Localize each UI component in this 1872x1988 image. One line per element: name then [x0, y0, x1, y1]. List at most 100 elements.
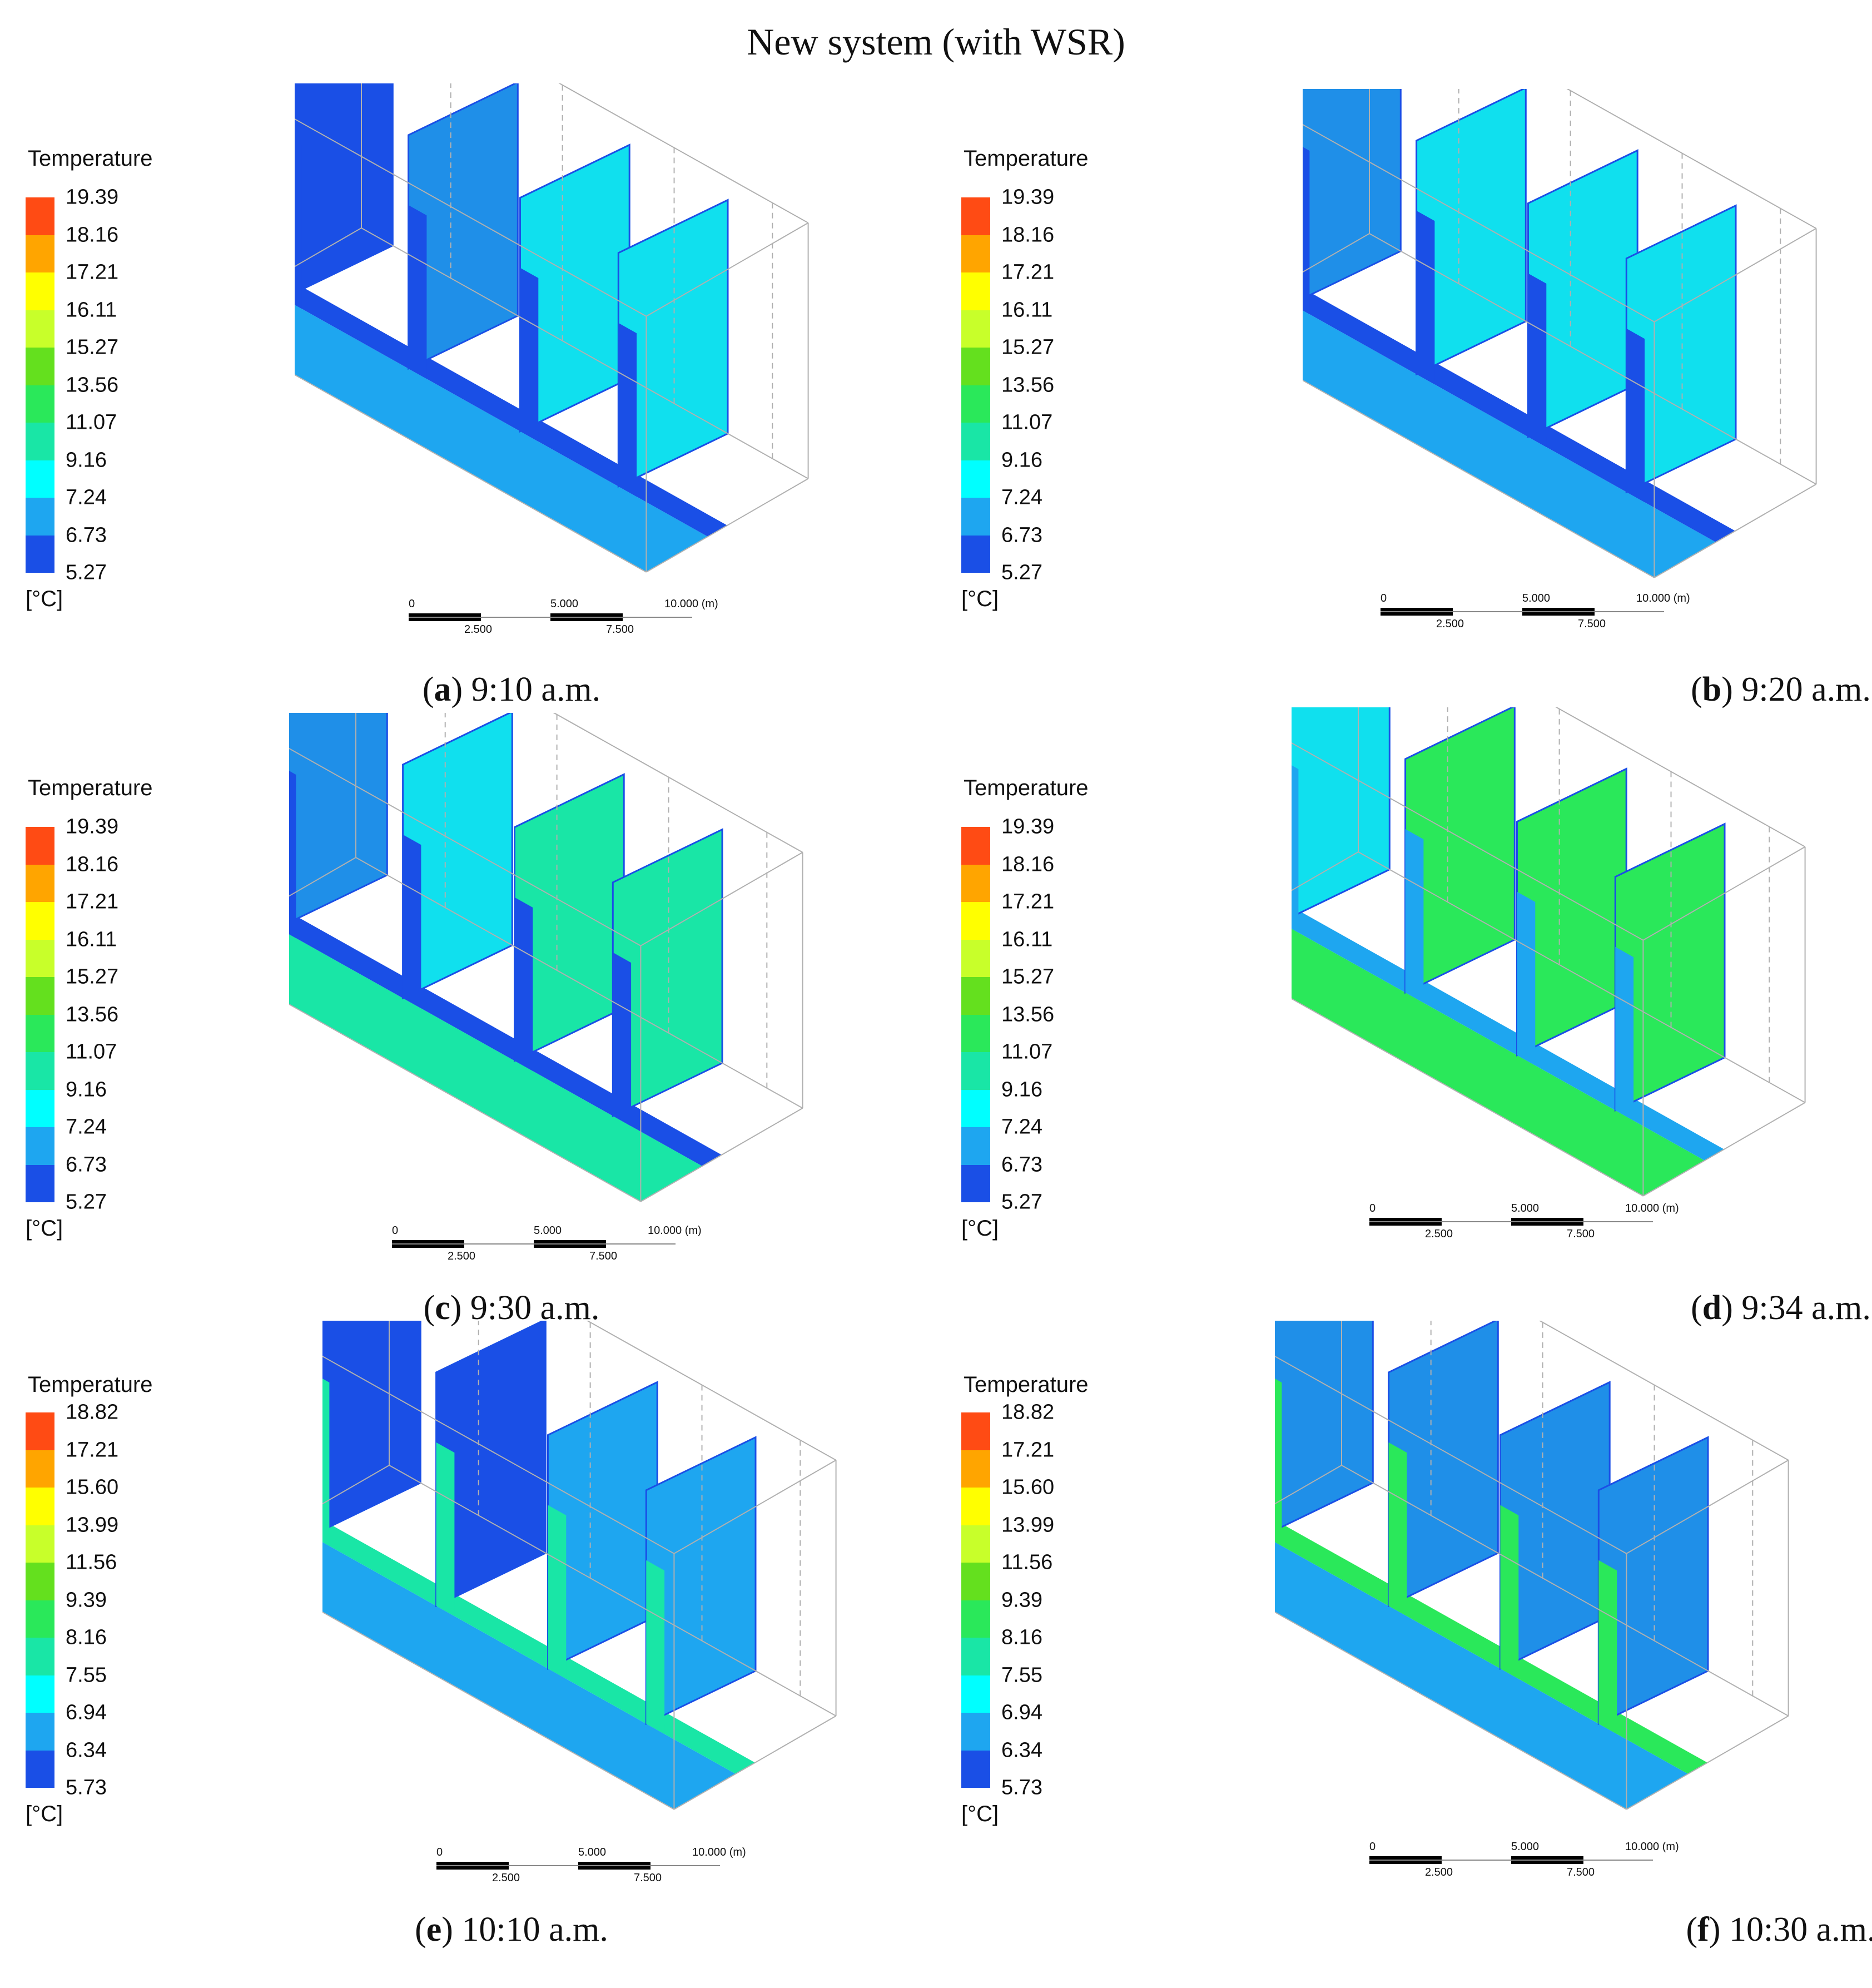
colorbar-tick-label: 6.34: [66, 1738, 107, 1762]
scale-label: 10.000 (m): [1636, 592, 1690, 604]
colorbar-tick-label: 17.21: [1001, 890, 1055, 914]
colorbar-swatch: [26, 1563, 54, 1600]
scale-label: 7.500: [634, 1872, 662, 1884]
front-post-slice: [1626, 328, 1645, 503]
wireframe-edge: [1341, 1465, 1789, 1717]
scale-label: 7.500: [1567, 1866, 1595, 1878]
scale-label: 7.500: [1578, 618, 1606, 630]
legend-title: Temperature: [964, 1372, 1089, 1397]
colorbar-tick-label: 7.24: [66, 485, 107, 509]
caption-letter: c: [435, 1289, 450, 1327]
wireframe-edge: [355, 857, 803, 1109]
colorbar-tick-label: 9.39: [66, 1588, 107, 1612]
colorbar-swatch: [26, 348, 54, 385]
caption-time: 9:34 a.m.: [1732, 1289, 1871, 1327]
colorbar-swatch: [961, 1450, 990, 1488]
colorbar-swatch: [26, 535, 54, 573]
scale-line: [409, 617, 692, 618]
colorbar-swatch: [26, 197, 54, 235]
colorbar-tick-label: 11.56: [1001, 1550, 1053, 1574]
caption-letter: d: [1702, 1289, 1722, 1327]
caption-time: 9:10 a.m.: [463, 671, 601, 708]
colorbar: [26, 827, 54, 1202]
front-post-slice: [1517, 891, 1536, 1065]
floor-slice: [1207, 291, 1716, 578]
colorbar: [961, 197, 990, 573]
front-post-slice: [1598, 1560, 1617, 1734]
colorbar: [961, 1412, 990, 1788]
scale-label: 7.500: [606, 623, 634, 636]
colorbar-swatch: [26, 1052, 54, 1090]
colorbar-swatch: [26, 1089, 54, 1127]
scale-label: 0: [392, 1224, 399, 1237]
front-post-slice: [1263, 1372, 1282, 1546]
colorbar-swatch: [26, 1014, 54, 1052]
colorbar-swatch: [961, 348, 990, 385]
front-post-slice: [436, 1442, 455, 1617]
colorbar-tick-label: 11.07: [1001, 410, 1053, 434]
colorbar-swatch: [961, 460, 990, 498]
building-model: [1179, 1209, 1789, 1810]
colorbar-tick-label: 15.27: [66, 335, 119, 359]
colorbar-tick-label: 18.16: [1001, 852, 1055, 876]
colorbar-swatch: [26, 864, 54, 902]
contour-render: [1179, 1209, 1831, 1813]
colorbar-swatch: [26, 977, 54, 1015]
scale-line: [392, 1243, 676, 1245]
colorbar: [961, 827, 990, 1202]
building-model: [1195, 596, 1806, 1197]
floor-slice: [193, 915, 703, 1202]
wireframe-edge: [1653, 483, 1817, 578]
colorbar-swatch: [961, 1713, 990, 1751]
colorbar-swatch: [961, 1675, 990, 1713]
colorbar-tick-label: 18.16: [66, 852, 119, 876]
colorbar-swatch: [961, 1052, 990, 1090]
colorbar-swatch: [961, 1488, 990, 1525]
scale-line: [1369, 1221, 1653, 1222]
scale-label: 5.000: [1522, 592, 1551, 604]
wireframe-edge: [673, 1715, 837, 1810]
colorbar-swatch: [26, 902, 54, 940]
colorbar-tick-label: 18.82: [66, 1400, 119, 1424]
colorbar-swatch: [26, 1750, 54, 1788]
wireframe-edge: [389, 1465, 837, 1717]
colorbar-swatch: [961, 423, 990, 460]
contour-svg: [198, 0, 809, 573]
colorbar: [26, 197, 54, 573]
colorbar-tick-label: 8.16: [1001, 1625, 1042, 1649]
panel-e: Temperature 18.82 17.21 15.60 13.99 11.56 9.39…: [0, 1209, 936, 1988]
front-post-slice: [1280, 758, 1299, 933]
panel-caption: (f) 10:30 a.m.: [1503, 1907, 1872, 1952]
scale-label: 10.000 (m): [1625, 1202, 1679, 1214]
scale-label: 10.000 (m): [692, 1846, 746, 1858]
colorbar-swatch: [961, 310, 990, 348]
partition-slice: [1279, 634, 1391, 924]
caption-letter: a: [434, 671, 451, 708]
front-post-slice: [514, 897, 533, 1071]
wireframe-edge: [645, 222, 809, 317]
legend-title: Temperature: [28, 146, 153, 171]
front-post-slice: [283, 135, 302, 309]
scale-label: 5.000: [1511, 1202, 1540, 1214]
scale-label: 2.500: [1425, 1866, 1453, 1878]
floor-slice: [227, 1523, 736, 1809]
colorbar-tick-label: 13.56: [1001, 1003, 1055, 1026]
panel-d: Temperature 19.39 18.16 17.21 16.11 15.27 13.5…: [936, 596, 1871, 1391]
legend-title: Temperature: [964, 776, 1089, 800]
colorbar-tick-label: 15.60: [1001, 1475, 1055, 1499]
colorbar-tick-label: 9.16: [66, 448, 107, 472]
colorbar-tick-label: 15.27: [1001, 965, 1055, 989]
panel-caption: (e) 10:10 a.m.: [415, 1911, 608, 1949]
contour-svg: [1195, 596, 1806, 1197]
colorbar-swatch: [26, 939, 54, 977]
building-model: [198, 0, 809, 573]
wireframe-edge: [1626, 1459, 1789, 1554]
front-post-slice: [1416, 210, 1435, 385]
front-post-slice: [618, 323, 637, 497]
partition-slice: [1290, 16, 1402, 306]
front-post-slice: [1615, 946, 1634, 1121]
colorbar-tick-label: 8.16: [66, 1625, 107, 1649]
partition-slice: [277, 640, 388, 930]
colorbar-swatch: [961, 197, 990, 235]
colorbar-tick-label: 17.21: [1001, 260, 1055, 284]
